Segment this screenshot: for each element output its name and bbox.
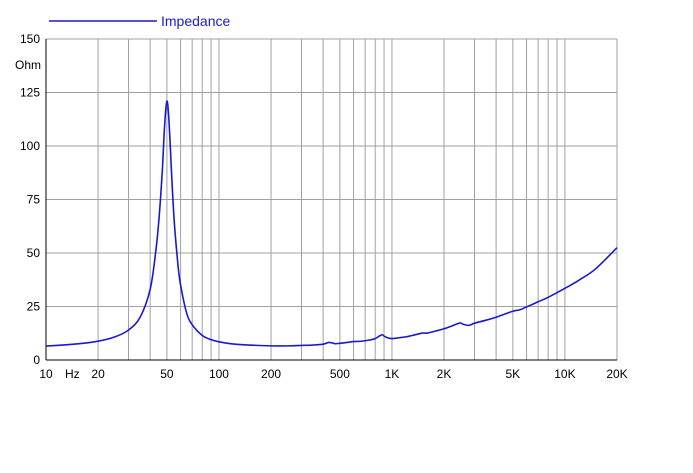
y-tick-label: 150: [20, 32, 40, 46]
x-tick-label: 500: [330, 367, 350, 381]
legend-series-name: Impedance: [161, 13, 230, 29]
y-tick-label: 25: [27, 300, 41, 314]
x-tick-labels: 10 20 50 100 200 500 1K 2K 5K 10K 20K: [39, 367, 627, 381]
y-tick-label: 125: [20, 86, 40, 100]
y-axis-label: Ohm: [15, 58, 41, 72]
x-axis-label: Hz: [65, 367, 80, 381]
y-tick-label: 0: [33, 353, 40, 367]
x-tick-label: 200: [261, 367, 281, 381]
y-tick-label: 75: [27, 193, 41, 207]
series-layer: [45, 100, 618, 347]
x-tick-label: 10K: [554, 367, 575, 381]
x-tick-label: 50: [160, 367, 174, 381]
y-tick-label: 100: [20, 139, 40, 153]
axes: [45, 39, 617, 361]
x-tick-label: 2K: [437, 367, 452, 381]
y-tick-labels: 0 25 50 75 100 125 150: [20, 32, 40, 367]
legend: Impedance: [49, 13, 230, 29]
y-tick-label: 50: [27, 246, 41, 260]
grid-lines: [45, 38, 618, 361]
x-tick-label: 20K: [606, 367, 627, 381]
x-tick-label: 20: [91, 367, 105, 381]
x-tick-label: 5K: [506, 367, 521, 381]
x-tick-label: 1K: [385, 367, 400, 381]
impedance-series-line: [45, 100, 618, 347]
x-tick-label: 10: [39, 367, 53, 381]
x-tick-label: 100: [209, 367, 229, 381]
